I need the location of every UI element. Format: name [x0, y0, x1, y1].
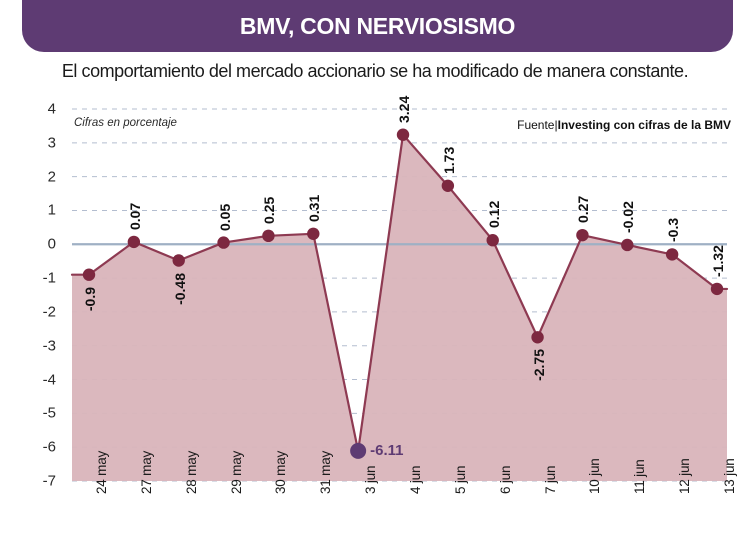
y-axis-tick-label: -6: [42, 438, 56, 456]
x-axis-tick-label: 29 may: [228, 450, 244, 494]
x-axis-tick-label: 11 jun: [632, 459, 648, 494]
data-point-label: -2.75: [530, 349, 547, 382]
y-axis-tick-label: 1: [47, 201, 56, 219]
y-axis-tick-label: -5: [42, 404, 56, 422]
data-point-label: 1.73: [440, 146, 457, 174]
y-axis-tick-label: 0: [47, 235, 56, 253]
y-axis-tick-label: 4: [47, 100, 56, 118]
data-point-label: -1.32: [710, 244, 726, 277]
data-point-label: 0.05: [216, 203, 233, 231]
header-banner: BMV, CON NERVIOSISMO: [22, 0, 733, 52]
x-axis-tick-label: 24 may: [94, 450, 109, 494]
y-axis-tick-label: -2: [42, 303, 56, 321]
data-point-label: -0.3: [665, 218, 682, 243]
subtitle-text: El comportamiento del mercado accionario…: [61, 61, 689, 81]
chart-container: 4 3 2 1 0 -1 -2 -3 -4 -5 -6 -7 24 may 27 may 28 may 29…: [0, 95, 750, 558]
y-axis-tick-label: -1: [42, 269, 56, 287]
x-axis-tick-label: 28 may: [183, 450, 199, 494]
source-label: Fuente|: [517, 118, 558, 132]
y-axis-tick-label: -7: [42, 472, 56, 490]
units-note: Cifras en porcentaje: [74, 117, 177, 129]
data-point-label: -6.11: [370, 441, 404, 459]
x-axis-tick-label: 10 jun: [587, 458, 603, 494]
source-name: Investing con cifras de la BMV: [557, 118, 731, 132]
x-axis-tick-label: 27 may: [138, 450, 154, 494]
source-note: Fuente|Investing con cifras de la BMV: [517, 118, 731, 132]
data-point-label: 0.25: [261, 196, 278, 224]
data-point-label: -0.02: [620, 201, 637, 233]
y-axis-tick-label: -4: [42, 371, 56, 389]
data-point-label: 0.31: [306, 194, 323, 222]
x-axis-tick-label: 3 jun: [363, 465, 379, 494]
x-axis-tick-label: 30 may: [273, 450, 289, 494]
y-axis-tick-label: -3: [42, 337, 56, 355]
data-point-label: 0.12: [485, 200, 502, 229]
page-title: BMV, CON NERVIOSISMO: [239, 12, 516, 39]
data-point-label: -0.9: [82, 286, 98, 311]
y-axis-tick-label: 3: [47, 134, 56, 152]
x-axis-tick-label: 31 may: [318, 450, 334, 494]
x-axis-tick-label: 5 jun: [452, 465, 468, 494]
data-point-label: -0.48: [171, 272, 188, 305]
x-axis-tick-label: 4 jun: [408, 465, 423, 494]
x-axis-tick-label: 12 jun: [677, 458, 693, 494]
data-point-label: 0.07: [126, 202, 143, 230]
x-axis-tick-label: 6 jun: [497, 465, 513, 494]
line-chart: [70, 108, 729, 482]
data-point-label: 0.27: [575, 195, 592, 224]
x-axis-tick-label: 7 jun: [542, 465, 558, 494]
data-point-label: 3.24: [396, 95, 412, 123]
y-axis-tick-label: 2: [47, 168, 56, 186]
x-axis-tick-label: 13 jun: [722, 458, 737, 494]
